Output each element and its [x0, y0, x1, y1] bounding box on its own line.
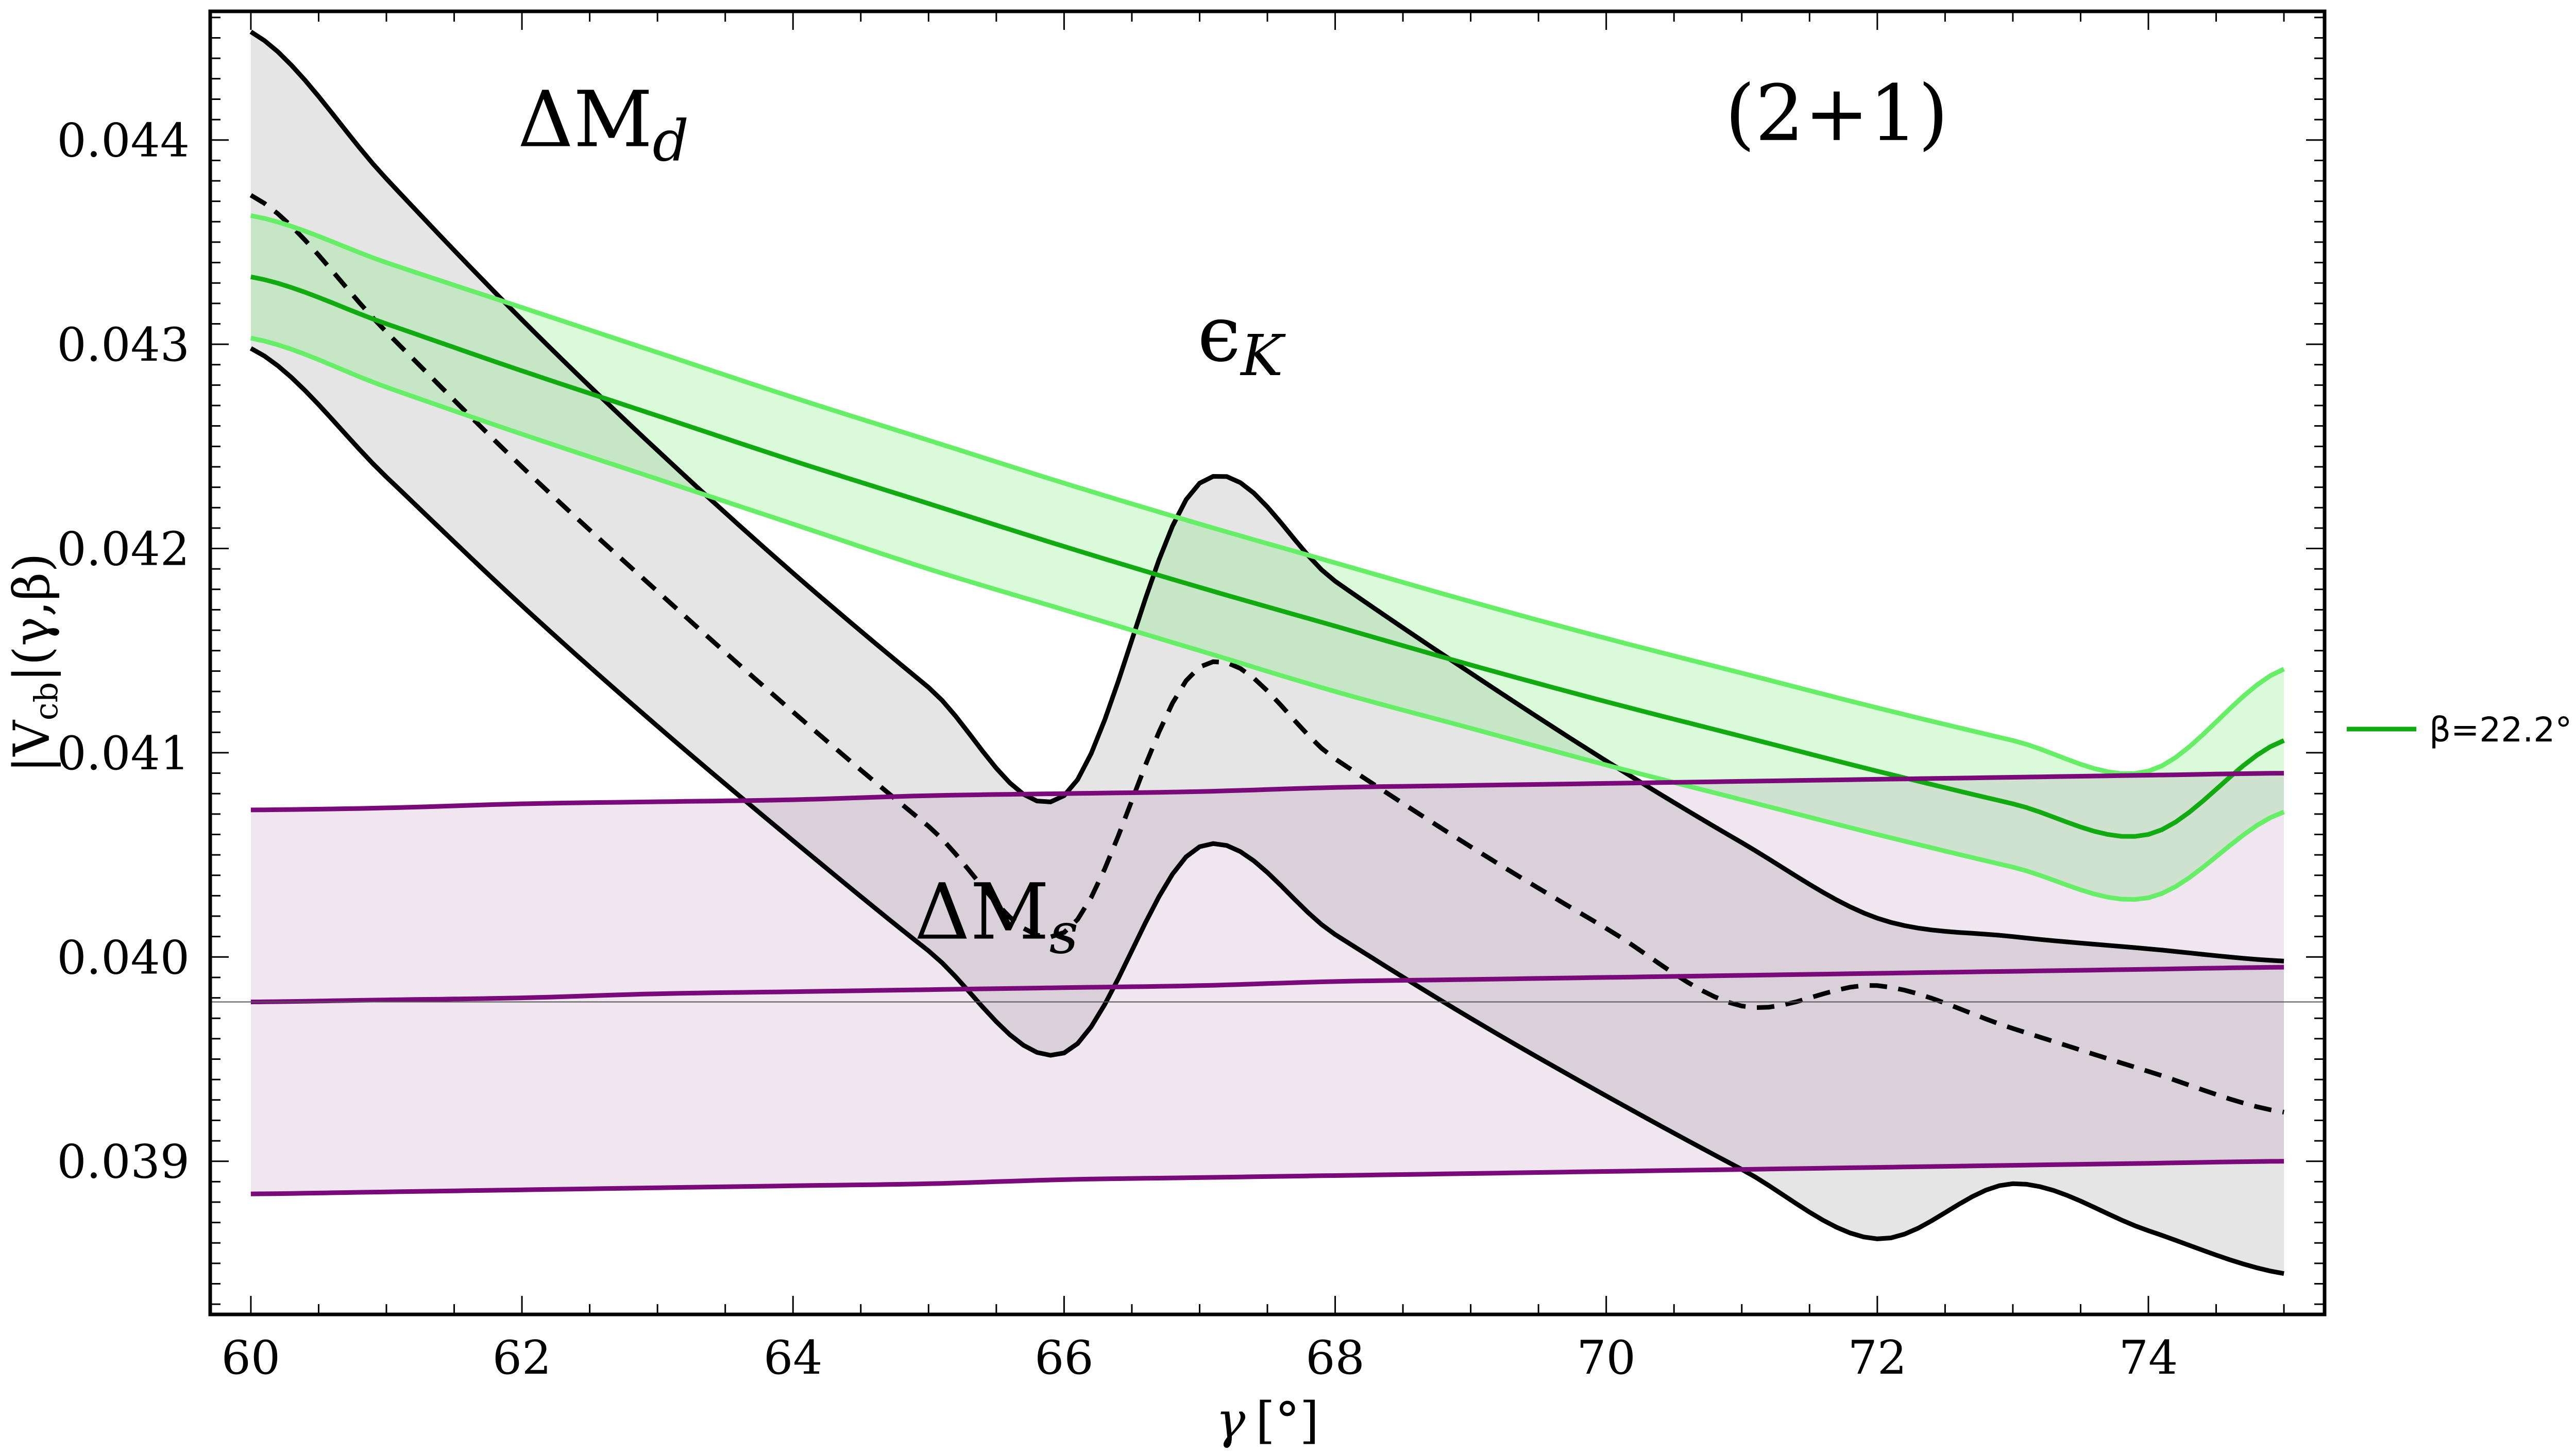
y-tick-label: 0.042: [57, 522, 190, 577]
annotation-main: ϵ: [1197, 290, 1241, 379]
annotation-lat: (2+1): [1725, 69, 1948, 159]
axis-tick-labels: 60 62 64 66 68 70 72 74 0.039 0.040 0.041 0.042 0.04…: [57, 114, 2178, 1385]
x-tick-label: 62: [493, 1331, 552, 1385]
annotation-sub: s: [1049, 901, 1078, 967]
y-tick-label: 0.040: [57, 931, 190, 985]
x-tick-label: 66: [1035, 1331, 1094, 1385]
line-epsilon-k-upper: [250, 213, 2285, 776]
uncertainty-bands: [250, 31, 2284, 1274]
annotation-eps: ϵK: [1197, 290, 1286, 389]
x-axis-title: γ [°]: [1216, 1392, 1319, 1449]
x-tick-label: 70: [1577, 1331, 1636, 1385]
line-delta-md-central: [249, 193, 2284, 1115]
line-epsilon-k-lower: [250, 335, 2285, 902]
y-tick-label: 0.041: [57, 727, 190, 781]
x-tick-label: 60: [222, 1331, 281, 1385]
line-delta-md-lower: [249, 346, 2284, 1276]
x-tick-label: 64: [764, 1331, 823, 1385]
y-tick-label: 0.043: [57, 318, 190, 372]
band-delta-md-band: [250, 31, 2284, 1274]
annotation-main: ΔM: [914, 868, 1049, 957]
y-tick-label: 0.039: [57, 1135, 190, 1189]
legend-label: β=22.2°: [2429, 710, 2572, 750]
axis-ticks: [210, 11, 2325, 1314]
line-epsilon-k-central: [250, 274, 2285, 839]
line-delta-ms-upper: [250, 771, 2284, 813]
line-delta-ms-lower: [250, 1159, 2284, 1196]
annotation-main: (2+1): [1725, 69, 1948, 159]
line-delta-ms-central: [250, 965, 2284, 1004]
annotation-sub: d: [653, 108, 689, 174]
series-lines: [249, 29, 2285, 1276]
x-tick-label: 68: [1306, 1331, 1365, 1385]
y-axis-title: |Vcb|(γ,β): [3, 553, 65, 773]
annotation-sub: K: [1240, 323, 1286, 389]
line-delta-md-upper: [249, 29, 2284, 964]
annotation-main: ΔM: [518, 75, 653, 165]
annotation-dmd: ΔMd: [518, 75, 689, 174]
x-tick-label: 74: [2119, 1331, 2178, 1385]
x-tick-label: 72: [1848, 1331, 1907, 1385]
legend: β=22.2°: [2347, 710, 2572, 750]
y-tick-label: 0.044: [57, 114, 190, 168]
annotation-dms: ΔMs: [914, 868, 1078, 967]
